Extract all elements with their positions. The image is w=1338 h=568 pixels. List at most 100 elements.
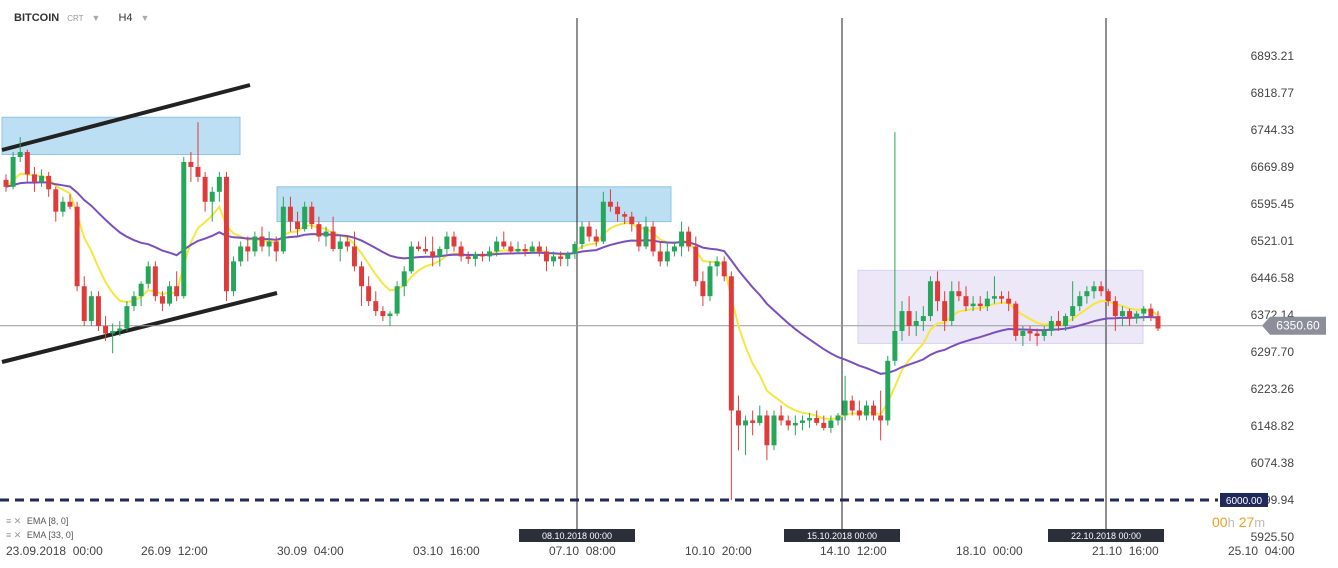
candle: [892, 132, 898, 366]
candle-body: [956, 291, 962, 297]
candle-body: [1127, 311, 1133, 319]
candle-body: [707, 266, 713, 297]
candle-body: [216, 176, 222, 192]
symbol-dropdown-icon[interactable]: ▼: [91, 13, 101, 23]
candle-body: [664, 251, 670, 262]
candle-body: [266, 241, 272, 247]
candle-body: [714, 261, 720, 267]
candle: [394, 281, 400, 317]
candle: [117, 321, 123, 336]
candle-body: [415, 246, 421, 249]
candle: [309, 201, 315, 230]
candle: [999, 291, 1005, 304]
candle: [572, 241, 578, 259]
candle-body: [814, 417, 820, 423]
symbol-label[interactable]: BITCOIN: [14, 12, 60, 24]
support-level-value: 6000.00: [1226, 496, 1263, 507]
candle-body: [110, 330, 116, 334]
candle: [935, 271, 941, 312]
candle: [1055, 311, 1061, 331]
candle: [1063, 313, 1069, 331]
candle-body: [387, 313, 393, 317]
candle: [913, 311, 919, 336]
resistance-zone: [1, 116, 241, 156]
candle: [373, 291, 379, 317]
candle: [1027, 326, 1033, 341]
candle: [487, 246, 493, 262]
candle: [437, 246, 443, 267]
candle-body: [743, 420, 749, 426]
candle-body: [159, 296, 165, 304]
candle-body: [167, 286, 173, 304]
candle: [714, 256, 720, 277]
timer-minutes-unit: m: [1254, 515, 1266, 530]
candle-body: [423, 248, 429, 252]
candle: [444, 231, 450, 254]
candle-body: [871, 405, 877, 416]
candle-body: [643, 226, 649, 247]
candle: [522, 243, 528, 257]
candle: [167, 281, 173, 307]
x-tick-label: 21.10 16:00: [1092, 544, 1159, 558]
candle-body: [558, 256, 564, 259]
candle: [977, 296, 983, 312]
candle-body: [458, 246, 464, 257]
indicator-ema-fast[interactable]: ≡ ✕ EMA [8, 0]: [6, 516, 68, 527]
candle: [88, 291, 94, 327]
candle: [202, 171, 208, 212]
candle: [607, 189, 613, 212]
candle-body: [1119, 311, 1125, 317]
indicator-menu-icon[interactable]: ≡ ✕: [6, 516, 22, 526]
event-time-label-bg: [519, 529, 635, 542]
candle-body: [920, 316, 926, 322]
candle-body: [551, 256, 557, 262]
candle-body: [223, 176, 229, 292]
candle-body: [679, 231, 685, 247]
candle-body: [999, 296, 1005, 299]
candle: [330, 216, 336, 252]
candle: [536, 241, 542, 257]
candle: [515, 241, 521, 254]
candle: [266, 231, 272, 257]
candle-body: [138, 283, 144, 297]
candle-body: [671, 246, 677, 252]
candle: [259, 226, 265, 252]
candle: [238, 241, 244, 267]
candle: [1119, 306, 1125, 327]
candle-body: [1084, 291, 1090, 297]
candle: [679, 221, 685, 257]
candle-body: [479, 253, 485, 257]
candle-body: [1020, 330, 1026, 336]
candle-body: [494, 241, 500, 252]
candle-body: [842, 400, 848, 416]
candle: [942, 291, 948, 331]
indicator-ema-slow[interactable]: ≡ ✕ EMA [33, 0]: [6, 530, 73, 541]
candle: [366, 276, 372, 307]
timeframe-label[interactable]: H4: [118, 12, 133, 24]
candle-body: [785, 420, 791, 426]
candle: [31, 166, 37, 192]
event-time-label: 22.10.2018 00:00: [1048, 529, 1164, 542]
candle-body: [316, 224, 322, 237]
candle-body: [252, 236, 258, 252]
candle: [451, 231, 457, 252]
candle-body: [878, 415, 884, 421]
candle: [423, 236, 429, 254]
candle-body: [1013, 303, 1019, 336]
y-tick-label: 6744.33: [1251, 123, 1295, 137]
candle: [629, 211, 635, 232]
candle-body: [1134, 313, 1140, 319]
candle: [821, 415, 827, 431]
candle-body: [536, 246, 542, 252]
x-tick-label: 10.10 20:00: [685, 544, 752, 558]
candle: [174, 271, 180, 302]
candle-body: [487, 251, 493, 257]
candle-body: [728, 276, 734, 411]
timeframe-dropdown-icon[interactable]: ▼: [140, 13, 150, 23]
candle-body: [46, 175, 52, 190]
channel-lower-line: [1, 291, 278, 364]
candle: [95, 291, 101, 331]
candle: [920, 306, 926, 331]
indicator-menu-icon[interactable]: ≡ ✕: [6, 530, 22, 540]
